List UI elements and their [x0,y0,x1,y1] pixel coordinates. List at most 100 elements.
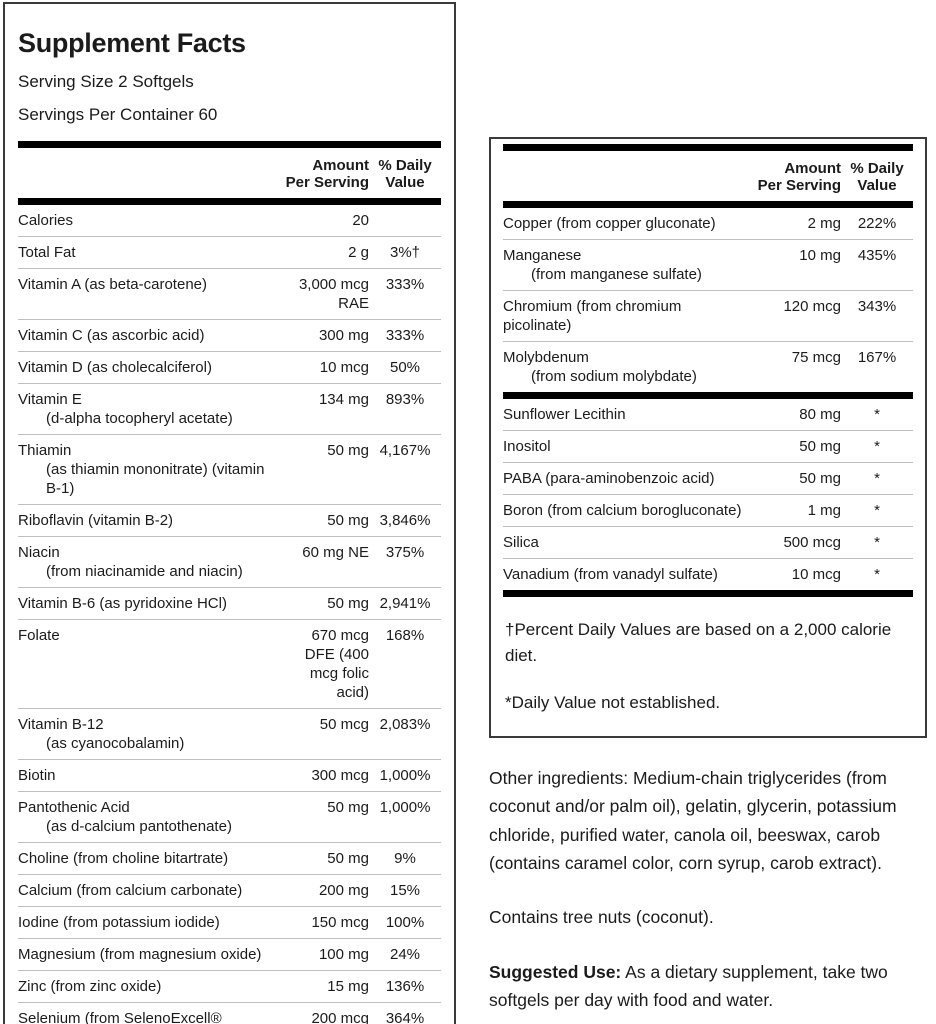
table-row: Total Fat 2 g 3%† [18,237,441,269]
nutrient-amount: 50 mg [327,799,369,816]
nutrient-daily-value: 2,941% [379,595,431,612]
facts-panel-right: Amount Per Serving % Daily Value Copper … [489,137,927,739]
nutrient-daily-value: * [874,470,880,487]
nutrient-name-source: (d-alpha tocopheryl acetate) [46,410,233,427]
table-row: Vitamin D (as cholecalciferol) 10 mcg 50… [18,352,441,384]
suggested-use-label: Suggested Use: [489,961,622,982]
table-row: PABA (para-aminobenzoic acid) 50 mg * [503,463,913,495]
nutrient-amount: 120 mcg [783,298,841,315]
nutrient-name: Manganese [503,247,582,264]
nutrient-amount: 2 g [348,244,369,261]
nutrient-name-cell: Niacin (from niacinamide and niacin) [18,543,285,581]
nutrient-daily-value: * [874,438,880,455]
nutrient-amount: 20 [352,212,369,229]
nutrient-name: Boron (from calcium borogluconate) [503,502,742,519]
nutrient-daily-value: 136% [385,978,425,995]
nutrient-name: Inositol [503,438,551,455]
nutrient-amount: 2 mg [807,215,841,232]
nutrient-name-cell: Silica [503,533,757,552]
nutrient-daily-value: 1,000% [379,799,431,816]
nutrient-name: Biotin [18,767,56,784]
nutrient-name: Molybdenum [503,349,589,366]
nutrient-name-cell: Boron (from calcium borogluconate) [503,501,757,520]
nutrient-amount: 50 mg [799,470,841,487]
nutrient-daily-value: 3%† [389,244,421,261]
nutrient-amount: 10 mcg [319,359,369,376]
nutrient-amount: 670 mcg DFE (400 mcg folic acid) [304,627,369,701]
nutrient-name: Copper (from copper gluconate) [503,215,716,232]
table-row: Sunflower Lecithin 80 mg * [503,399,913,431]
nutrient-name-cell: Vitamin D (as cholecalciferol) [18,358,285,377]
nutrient-name: Sunflower Lecithin [503,406,626,423]
nutrient-name: Silica [503,534,539,551]
table-row: Zinc (from zinc oxide) 15 mg 136% [18,971,441,1003]
nutrient-daily-value: 2,083% [379,716,431,733]
nutrient-daily-value: 375% [385,544,425,561]
nutrient-name-cell: Vitamin E (d-alpha tocopheryl acetate) [18,390,285,428]
nutrient-name: Calories [18,212,74,229]
table-row: Manganese (from manganese sulfate) 10 mg… [503,240,913,291]
nutrient-name-cell: Biotin [18,766,285,785]
nutrient-daily-value: 343% [857,298,897,315]
nutrient-name-source: (from manganese sulfate) [531,266,702,283]
table-row: Selenium (from SelenoExcell® organically… [18,1003,441,1024]
nutrient-daily-value: 167% [857,349,897,366]
nutrient-daily-value: 3,846% [379,512,431,529]
nutrient-name-cell: Vanadium (from vanadyl sulfate) [503,565,757,584]
nutrient-daily-value: 435% [857,247,897,264]
nutrient-name: Niacin [18,544,60,561]
nutrient-name-cell: Molybdenum (from sodium molybdate) [503,348,757,386]
nutrient-daily-value: 9% [394,850,416,867]
section-bar [18,198,441,205]
nutrient-name-cell: Choline (from choline bitartrate) [18,849,285,868]
table-row: Molybdenum (from sodium molybdate) 75 mc… [503,342,913,393]
table-row: Choline (from choline bitartrate) 50 mg … [18,843,441,875]
section-bar [503,590,913,597]
nutrient-daily-value: 893% [385,391,425,408]
nutrient-name-cell: Vitamin C (as ascorbic acid) [18,326,285,345]
nutrient-amount: 80 mg [799,406,841,423]
table-row: Calories 20 [18,205,441,237]
nutrient-name: Magnesium (from magnesium oxide) [18,946,262,963]
nutrient-name-source: (from sodium molybdate) [531,368,697,385]
col-header-daily-value: % Daily Value [378,157,432,191]
nutrient-daily-value: 364% [385,1010,425,1024]
allergen-statement: Contains tree nuts (coconut). [489,907,714,928]
nutrient-name-cell: Pantothenic Acid (as d-calcium pantothen… [18,798,285,836]
nutrient-daily-value: * [874,502,880,519]
nutrient-amount: 50 mg [327,442,369,459]
nutrient-amount: 1 mg [807,502,841,519]
col-header-amount: Amount Per Serving [757,160,841,194]
nutrient-name: Riboflavin (vitamin B-2) [18,512,174,529]
section-bar [503,392,913,399]
mineral-table-right: Copper (from copper gluconate) 2 mg 222%… [503,208,913,393]
other-ingredients: Other ingredients: Medium-chain triglyce… [489,768,897,874]
nutrient-name-source: (from niacinamide and niacin) [46,563,243,580]
nutrient-name: Zinc (from zinc oxide) [18,978,162,995]
nutrient-amount: 134 mg [318,391,369,408]
nutrient-name-source: (as cyanocobalamin) [46,735,185,752]
nutrient-name-cell: Riboflavin (vitamin B-2) [18,511,285,530]
nutrient-name-cell: Sunflower Lecithin [503,405,757,424]
page-title: Supplement Facts [18,28,246,58]
nutrient-name-cell: Calories [18,211,285,230]
footnote-percent-daily-values: †Percent Daily Values are based on a 2,0… [505,620,892,666]
nutrient-amount: 15 mg [327,978,369,995]
nutrient-table-left: Calories 20 Total Fat 2 g 3%† Vitamin A … [18,205,441,1024]
nutrient-name: Vitamin B-6 (as pyridoxine HCl) [18,595,227,612]
servings-per-container: Servings Per Container 60 [18,105,218,124]
nutrient-name-cell: Chromium (from chromium picolinate) [503,297,757,335]
nutrient-name-cell: Iodine (from potassium iodide) [18,913,285,932]
nutrient-daily-value: 24% [389,946,421,963]
nutrient-name: Calcium (from calcium carbonate) [18,882,243,899]
nutrient-name-cell: Vitamin B-12 (as cyanocobalamin) [18,715,285,753]
nutrient-daily-value: * [874,406,880,423]
table-row: Iodine (from potassium iodide) 150 mcg 1… [18,907,441,939]
table-row: Calcium (from calcium carbonate) 200 mg … [18,875,441,907]
table-row: Pantothenic Acid (as d-calcium pantothen… [18,792,441,843]
nutrient-name-cell: Vitamin A (as beta-carotene) [18,275,285,294]
nutrient-daily-value: 333% [385,327,425,344]
nutrient-amount: 3,000 mcg RAE [298,276,369,312]
table-row: Thiamin (as thiamin mononitrate) (vitami… [18,435,441,505]
